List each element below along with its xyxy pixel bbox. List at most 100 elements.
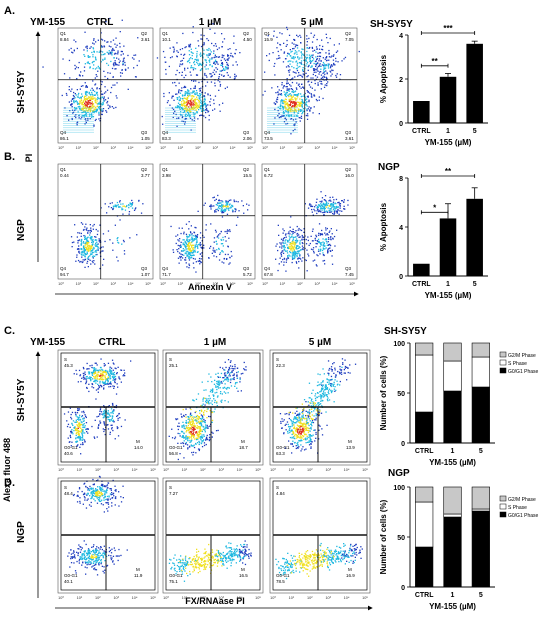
bar-g0-g1-phase — [443, 516, 462, 588]
gate-m — [317, 407, 368, 463]
x-tick-label: 10³ — [218, 468, 224, 472]
quadrant-value-q4: 94.7 — [60, 272, 69, 277]
x-tick-label: 10⁰ — [270, 468, 276, 472]
chart-title: NGP — [388, 468, 410, 479]
x-tick-label: 10⁴ — [128, 146, 134, 150]
x-tick-label: 10⁰ — [163, 468, 169, 472]
legend-label: G0/G1 Phase — [508, 513, 539, 519]
x-tick-label: 10³ — [113, 468, 119, 472]
bar-g2-m-phase — [415, 342, 434, 356]
gate-s — [272, 352, 368, 407]
bar-g0-g1-phase — [443, 390, 462, 444]
bar — [413, 101, 430, 123]
gate-value-m: 16.5 — [239, 573, 248, 578]
gate-value-g0g1: 75.1 — [169, 579, 178, 584]
gate-label-g0g1: G0-G1 — [276, 573, 290, 578]
x-tick-label: 10¹ — [280, 282, 286, 286]
x-tick-label: 10⁵ — [150, 596, 156, 600]
col-label-ctrl-a: CTRL — [87, 17, 114, 28]
x-tick-label: 10² — [95, 596, 101, 600]
quadrant-value-q1: 8.84 — [60, 37, 69, 42]
x-tick-label: 10⁰ — [160, 282, 166, 286]
x-tick-label: 10³ — [218, 596, 224, 600]
gate-s — [165, 480, 261, 535]
x-tick-label: 10⁴ — [344, 596, 350, 600]
quadrant-label-q2: Q2 — [243, 167, 250, 172]
gate-m — [210, 535, 261, 591]
x-tick-label: 10⁰ — [160, 146, 166, 150]
x-tick-label: 10¹ — [76, 146, 82, 150]
x-tick-label: 10⁵ — [145, 146, 151, 150]
x-tick-label: 10² — [195, 282, 201, 286]
quadrant-label-q2: Q2 — [243, 31, 250, 36]
gate-label-s: S — [64, 485, 67, 490]
gate-label-g0g1: G0-G1 — [169, 573, 183, 578]
bar-chart-3: SH-SY5Y 0 50 100 Number of cells (%) CTRL 1 5YM… — [379, 326, 539, 467]
bar-s-phase — [415, 501, 434, 548]
y-tick-label: 50 — [397, 391, 405, 398]
gate-label-s: S — [169, 485, 172, 490]
bar-g2-m-phase — [471, 342, 490, 358]
panel-label-c: C. — [4, 325, 15, 337]
drug-label-c: YM-155 — [30, 337, 65, 348]
quadrant-value-q2: 16.0 — [345, 173, 354, 178]
gate-label-g0g1: G0-G1 — [64, 573, 78, 578]
x-tick-label: 1 — [446, 281, 450, 288]
quadrant-value-q1: 10.1 — [162, 37, 171, 42]
gate-value-m: 16.9 — [346, 573, 355, 578]
bar — [439, 76, 457, 123]
gate-s — [60, 352, 156, 407]
quadrant-value-q3: 1.05 — [141, 136, 150, 141]
x-tick-label: 5 — [479, 592, 483, 599]
quadrant-label-q2: Q2 — [141, 31, 148, 36]
gate-value-g0g1: 56.8 — [169, 451, 178, 456]
x-tick-label: 10⁵ — [247, 282, 253, 286]
quadrant-value-q2: 3.61 — [141, 37, 150, 42]
x-tick-label: 10¹ — [182, 596, 188, 600]
y-tick-label: 0 — [401, 441, 405, 448]
x-tick-label: 10¹ — [182, 468, 188, 472]
gate-label-m: M — [348, 439, 352, 444]
bar-g2-m-phase — [471, 486, 490, 510]
bar-chart-4: NGP 0 50 100 Number of cells (%) CTRL 1 5YM-155… — [379, 468, 539, 611]
x-tick-label: 10⁵ — [362, 596, 368, 600]
y-tick-label: 0 — [399, 274, 403, 281]
x-tick-label: 10² — [200, 468, 206, 472]
legend-label: G2/M Phase — [508, 353, 536, 359]
quadrant-label-q4: Q4 — [264, 130, 271, 135]
x-tick-label: 10¹ — [77, 596, 83, 600]
gate-label-s: S — [276, 485, 279, 490]
x-tick-label: 10⁵ — [349, 282, 355, 286]
col-label-1um-c: 1 µM — [204, 337, 226, 348]
legend-swatch — [499, 351, 507, 358]
col-label-5um-c: 5 µM — [309, 337, 331, 348]
col-label-1um-a: 1 µM — [199, 17, 221, 28]
x-tick-label: CTRL — [415, 448, 434, 455]
quadrant-label-q4: Q4 — [60, 130, 67, 135]
y-tick-label: 50 — [397, 535, 405, 542]
chart-title: NGP — [378, 162, 400, 173]
x-tick-label: 10⁰ — [58, 282, 64, 286]
x-tick-label: 10¹ — [76, 282, 82, 286]
gate-value-g0g1: 78.5 — [276, 579, 285, 584]
significance-label: * — [433, 203, 437, 212]
legend-swatch — [499, 359, 507, 366]
x-tick-label: 10³ — [325, 468, 331, 472]
x-tick-label: 10⁵ — [145, 282, 151, 286]
plot-frame — [261, 163, 358, 280]
gate-m — [105, 407, 156, 463]
x-tick-label: 10⁴ — [332, 146, 338, 150]
x-tick-label: 10¹ — [178, 282, 184, 286]
x-tick-label: 1 — [446, 128, 450, 135]
y-axis-label: Number of cells (%) — [379, 499, 388, 574]
x-tick-label: 10⁴ — [237, 468, 243, 472]
quadrant-value-q4: 83.3 — [162, 136, 171, 141]
x-tick-label: 5 — [479, 448, 483, 455]
quadrant-label-q4: Q4 — [264, 266, 271, 271]
